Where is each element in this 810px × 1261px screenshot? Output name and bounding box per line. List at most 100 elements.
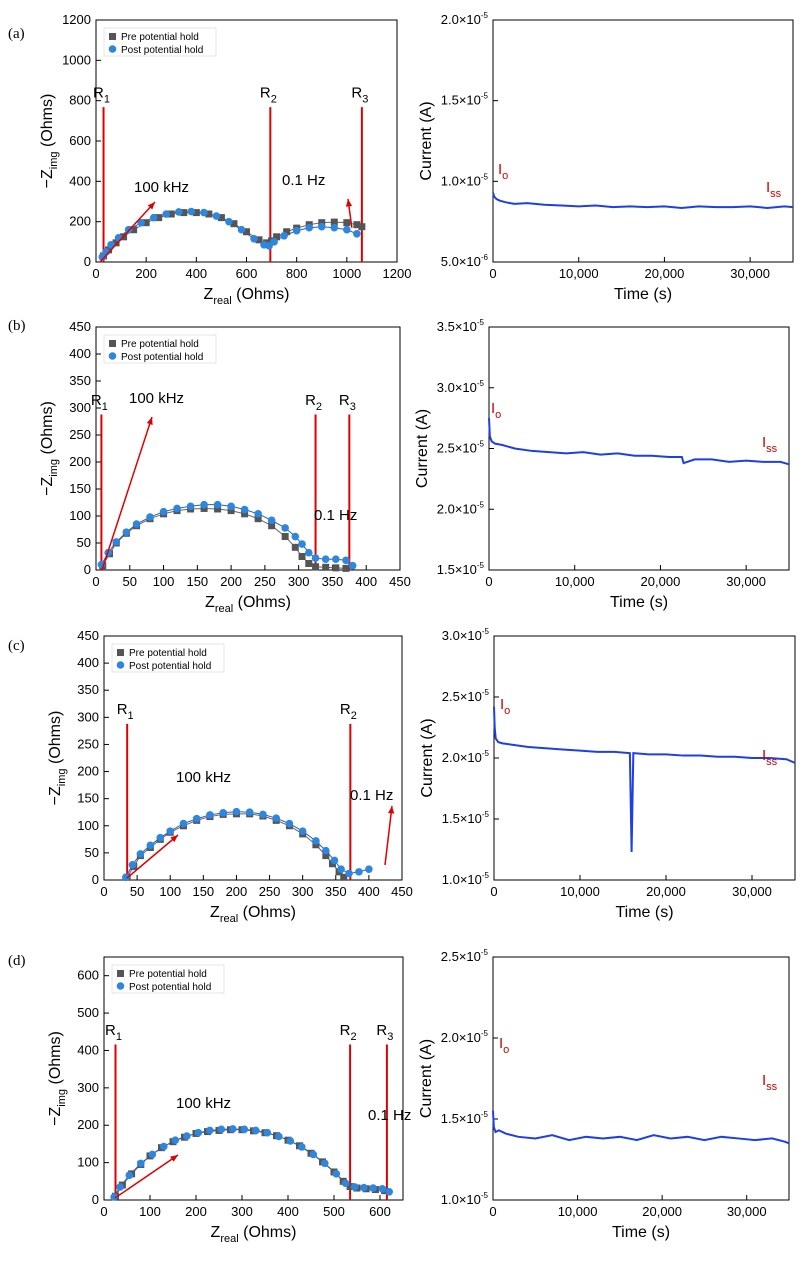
data-point-post xyxy=(330,223,339,232)
data-point-post xyxy=(174,208,183,216)
data-point-post xyxy=(322,846,330,855)
data-point-post xyxy=(159,507,168,516)
data-point-post xyxy=(343,225,351,234)
data-point-post xyxy=(360,1183,368,1192)
x-tick-label: 200 xyxy=(185,1204,207,1219)
x-tick-label: 50 xyxy=(123,574,137,589)
data-point-post xyxy=(237,225,246,234)
data-point-pre xyxy=(358,223,366,231)
data-point-post xyxy=(305,548,313,557)
data-point-post xyxy=(125,1171,134,1180)
data-point-post xyxy=(321,1159,329,1168)
data-point-post xyxy=(355,868,363,876)
data-point-pre xyxy=(322,563,330,571)
data-point-post xyxy=(148,1150,157,1159)
data-point-pre xyxy=(254,515,262,523)
data-point-post xyxy=(312,837,320,845)
data-point-pre xyxy=(255,236,263,244)
y-tick-label: 150 xyxy=(77,791,99,806)
x-tick-label: 450 xyxy=(391,884,413,899)
y-tick-label: 200 xyxy=(69,454,91,469)
data-point-pre xyxy=(130,226,138,234)
data-point-pre xyxy=(268,522,276,530)
annotation-0.1hz: 0.1 Hz xyxy=(368,1107,411,1124)
data-point-post xyxy=(206,811,214,819)
x-tick-label: 200 xyxy=(220,574,242,589)
current-chart-2: 0 10,000 20,000 30,000 1.0×10-5 1.5×10-5 2.0×1… xyxy=(419,627,796,921)
x-tick-label: 200 xyxy=(135,266,157,281)
arrow-100khz xyxy=(101,416,153,571)
data-point-post xyxy=(110,1193,118,1201)
data-point-pre xyxy=(332,564,340,572)
annotation-100khz: 100 kHz xyxy=(134,179,189,196)
data-point-pre xyxy=(298,553,306,560)
x-tick-label: 20,000 xyxy=(645,266,685,281)
x-tick-label: 100 xyxy=(153,574,175,589)
label-iss: Iss xyxy=(766,179,782,200)
data-point-post xyxy=(353,229,361,238)
legend-marker-post xyxy=(108,352,117,360)
x-tick-label: 0 xyxy=(490,884,497,899)
y-tick-label: 50 xyxy=(85,845,99,860)
data-point-post xyxy=(341,1179,350,1187)
x-tick-label: 800 xyxy=(286,266,308,281)
legend-marker-post xyxy=(116,661,125,669)
current-trace xyxy=(492,192,794,209)
x-tick-label: 0 xyxy=(489,1204,496,1219)
y-tick-label: 2.0×10-5 xyxy=(441,11,489,27)
y-axis-label: −Zimg (Ohms) xyxy=(47,711,68,806)
data-point-pre xyxy=(281,533,289,541)
current-trace xyxy=(488,418,790,466)
y-tick-label: 3.0×10-5 xyxy=(437,379,485,395)
y-tick-label: 0 xyxy=(92,872,99,887)
data-point-pre xyxy=(291,543,299,551)
legend-label-post: Post potential hold xyxy=(129,661,211,672)
x-tick-label: 250 xyxy=(259,884,281,899)
x-tick-label: 30,000 xyxy=(727,1204,767,1219)
y-tick-label: 2.5×10-5 xyxy=(441,948,489,964)
data-point-post xyxy=(227,502,235,511)
legend-box xyxy=(111,643,225,673)
data-point-post xyxy=(219,808,227,817)
x-tick-label: 350 xyxy=(325,884,347,899)
y-tick-label: 50 xyxy=(77,535,91,550)
data-point-post xyxy=(162,210,171,218)
legend-marker-pre xyxy=(117,649,124,656)
eis-chart-2: 0 50 100 150 200 250 300 350 400 450 0 50 100 150 200 2… xyxy=(47,628,413,925)
x-tick-label: 450 xyxy=(389,574,411,589)
eis-chart-0: 0 200 400 600 800 1000 1200 0 200 400 600 800 1000 12… xyxy=(39,12,411,307)
data-point-pre xyxy=(142,219,150,227)
data-point-post xyxy=(128,861,137,869)
data-point-pre xyxy=(283,228,291,236)
y-tick-label: 2.0×10-5 xyxy=(442,749,490,765)
y-tick-label: 0 xyxy=(92,1192,99,1207)
data-point-post xyxy=(350,1183,359,1191)
data-point-post xyxy=(132,520,141,528)
legend-marker-post xyxy=(108,45,117,53)
panel-label: (b) xyxy=(8,318,26,334)
data-point-post xyxy=(281,524,289,532)
data-point-post xyxy=(160,1142,168,1151)
fit-line xyxy=(102,507,346,569)
data-point-pre xyxy=(273,233,281,241)
eis-frame xyxy=(103,956,404,1201)
data-point-pre xyxy=(230,220,238,228)
annotation-100khz: 100 kHz xyxy=(129,390,184,407)
y-tick-label: 250 xyxy=(77,736,99,751)
y-axis-label: −Zimg (Ohms) xyxy=(39,94,60,189)
y-tick-label: 100 xyxy=(77,1155,99,1170)
x-axis-label: Time (s) xyxy=(612,1224,670,1241)
current-frame xyxy=(492,956,790,1201)
data-point-post xyxy=(200,208,208,217)
current-frame xyxy=(492,19,794,263)
arrow-100khz-head xyxy=(146,417,153,425)
x-tick-label: 0 xyxy=(92,266,99,281)
data-point-pre xyxy=(214,505,222,513)
data-point-post xyxy=(112,538,121,546)
x-tick-label: 400 xyxy=(277,1204,299,1219)
x-tick-label: 400 xyxy=(185,266,207,281)
data-point-post xyxy=(280,231,288,240)
data-point-post xyxy=(146,841,155,850)
data-point-post xyxy=(192,814,201,823)
r-marker-label: R3 xyxy=(376,1022,393,1043)
